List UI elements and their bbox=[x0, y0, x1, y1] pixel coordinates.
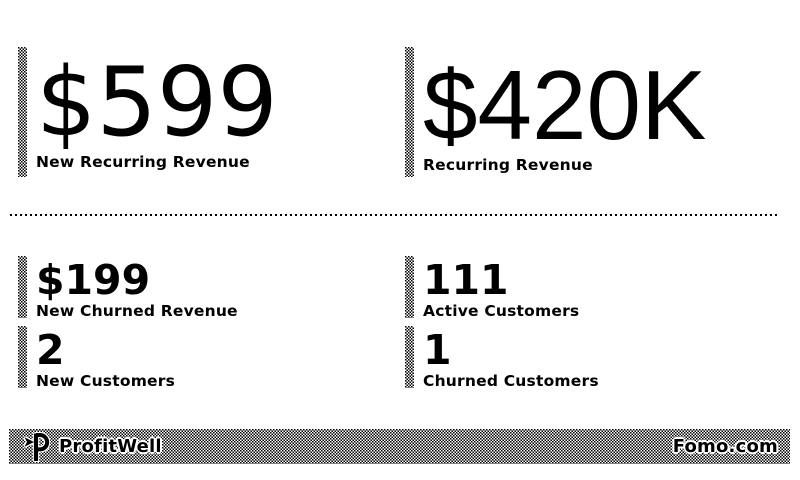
metric-accent-bar bbox=[405, 326, 414, 388]
footer-bar: ProfitWell Fomo.com bbox=[9, 429, 790, 464]
metric-new-recurring-revenue: $599 New Recurring Revenue bbox=[18, 47, 278, 177]
section-divider bbox=[10, 214, 778, 216]
metric-label: New Recurring Revenue bbox=[36, 153, 250, 171]
metric-label: Active Customers bbox=[423, 302, 580, 320]
metric-new-customers: 2 New Customers bbox=[18, 326, 176, 390]
brand-name: ProfitWell bbox=[59, 435, 162, 457]
metric-recurring-revenue: $420K Recurring Revenue bbox=[405, 47, 706, 177]
metric-active-customers: 111 Active Customers bbox=[405, 256, 580, 320]
metric-accent-bar bbox=[18, 256, 27, 318]
metric-new-churned-revenue: $199 New Churned Revenue bbox=[18, 256, 238, 320]
profitwell-p-arrow-icon bbox=[24, 432, 50, 462]
metric-label: Recurring Revenue bbox=[423, 156, 593, 174]
metric-accent-bar bbox=[18, 326, 27, 388]
metric-churned-customers: 1 Churned Customers bbox=[405, 326, 599, 390]
metric-value: $420K bbox=[423, 50, 707, 160]
metric-value: $599 bbox=[36, 48, 278, 158]
metric-label: Churned Customers bbox=[423, 372, 599, 390]
metric-accent-bar bbox=[18, 47, 27, 177]
metric-accent-bar bbox=[405, 256, 414, 318]
metric-label: New Customers bbox=[36, 372, 176, 390]
metric-value: 1 bbox=[423, 326, 452, 374]
metric-value: 111 bbox=[423, 256, 509, 304]
metric-value: 2 bbox=[36, 326, 65, 374]
metric-label: New Churned Revenue bbox=[36, 302, 238, 320]
metric-accent-bar bbox=[405, 47, 414, 177]
metric-value: $199 bbox=[36, 256, 151, 304]
source-name: Fomo.com bbox=[672, 435, 778, 457]
